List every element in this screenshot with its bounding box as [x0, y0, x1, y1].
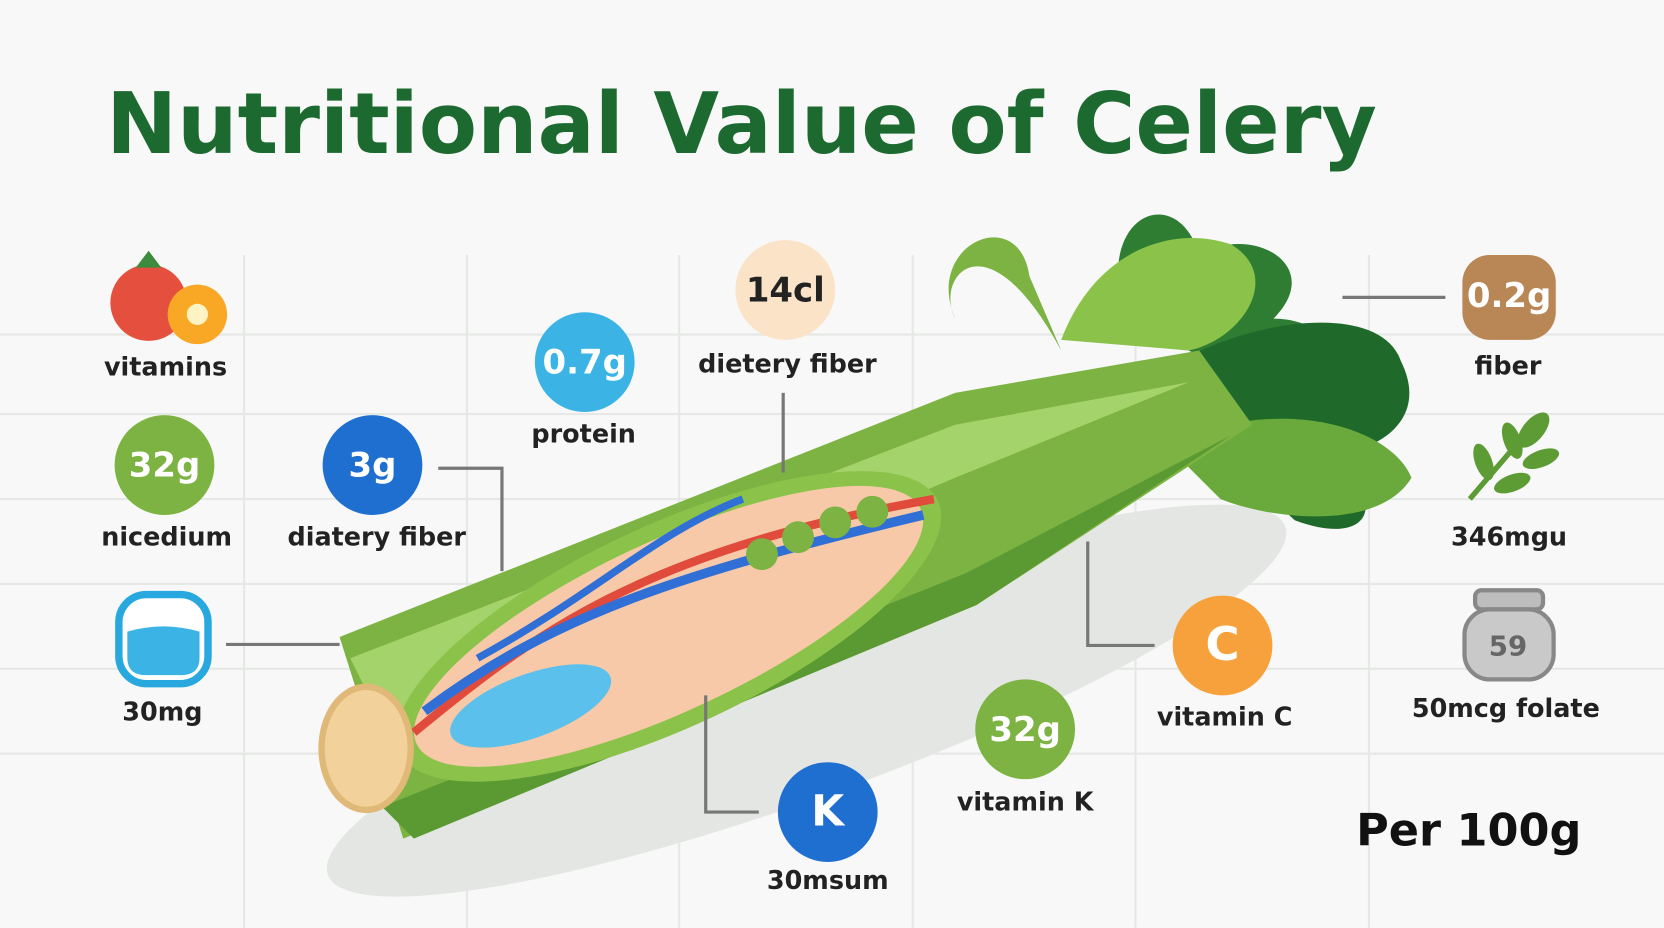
water-icon	[115, 590, 212, 688]
connectors	[226, 295, 1446, 814]
item-label: vitamin K	[957, 788, 1095, 818]
badge	[1172, 595, 1273, 696]
badge-text: 0.7g	[543, 343, 627, 383]
badge	[735, 240, 836, 340]
item-label: protein	[531, 419, 636, 449]
item-label: 50mcg folate	[1412, 694, 1600, 724]
jar-icon	[1462, 588, 1556, 682]
badge	[1462, 254, 1556, 340]
badge	[322, 415, 423, 515]
badge-text: 3g	[349, 446, 397, 486]
badge-text: 14cl	[746, 271, 825, 311]
footer-note: Per 100g	[1356, 804, 1581, 856]
item-label: dietery fiber	[698, 349, 877, 379]
badge-text: C	[1205, 618, 1239, 672]
leaf-icon	[1467, 412, 1560, 501]
item-label: vitamins	[104, 352, 227, 382]
item-label: nicedium	[101, 522, 232, 552]
item-label: fiber	[1475, 351, 1542, 381]
item-label: diatery fiber	[288, 522, 467, 552]
title: Nutritional Value of Celery	[106, 75, 1377, 174]
item-label: vitamin C	[1157, 703, 1293, 733]
item-label: 30mg	[122, 697, 202, 727]
badge	[975, 679, 1076, 780]
badge-text: 32g	[129, 446, 201, 486]
vitamins-icon	[110, 250, 228, 345]
badge-text: 32g	[989, 710, 1061, 750]
badge	[534, 312, 635, 412]
badge	[777, 762, 878, 862]
badge-text: 59	[1489, 630, 1527, 663]
celery-illustration	[318, 214, 1412, 897]
item-label: 30msum	[767, 866, 889, 896]
badge-text: K	[811, 788, 846, 837]
badge-text: 0.2g	[1467, 276, 1551, 316]
item-label: 346mgu	[1451, 522, 1567, 552]
badge	[114, 415, 215, 515]
